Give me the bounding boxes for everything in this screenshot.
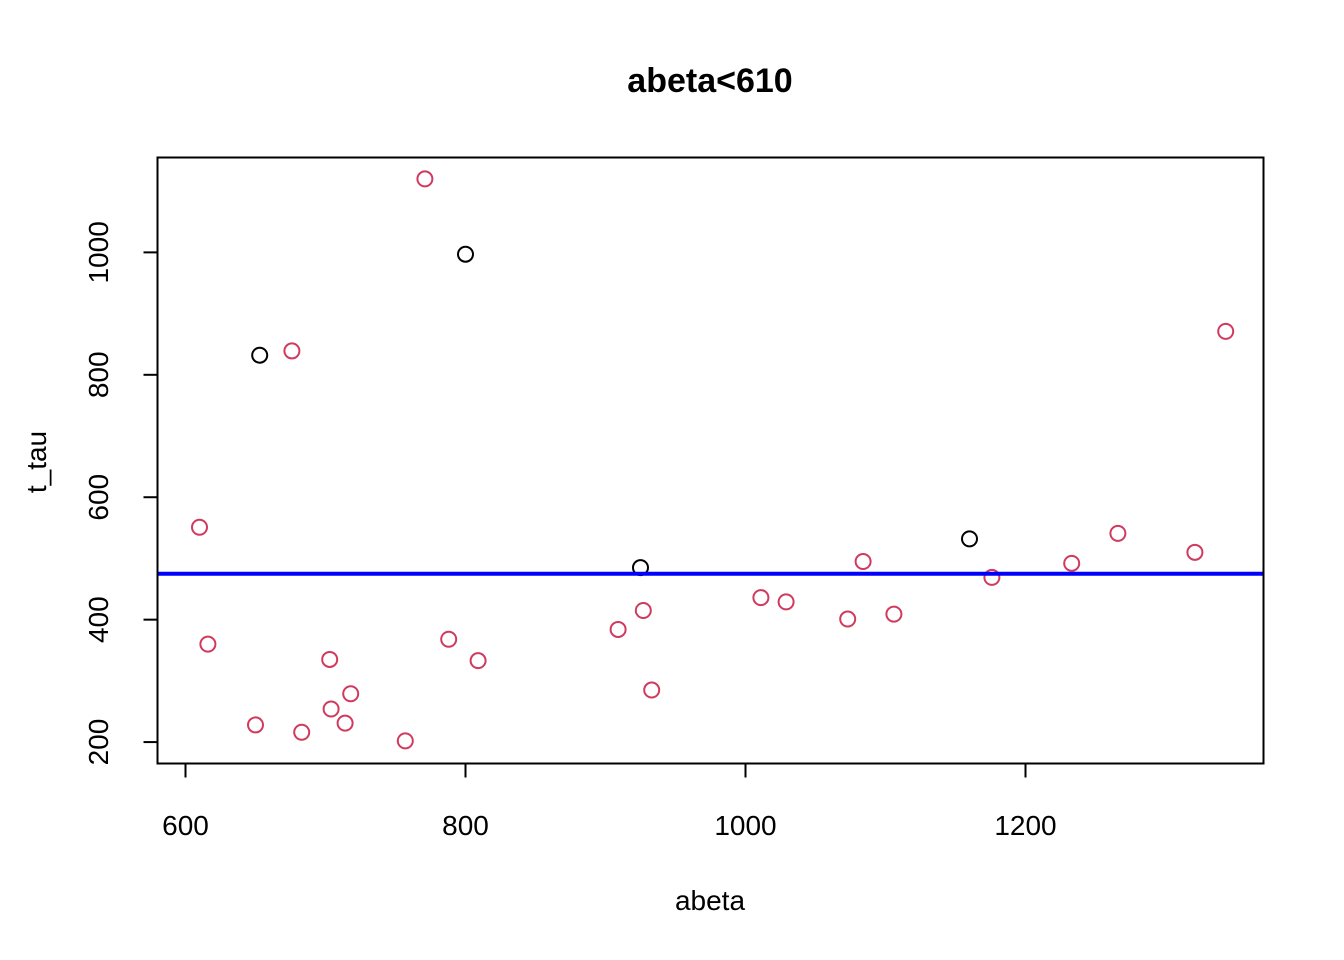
y-tick-label: 400 bbox=[83, 596, 114, 643]
data-point bbox=[457, 245, 474, 263]
data-point bbox=[199, 635, 217, 653]
y-tick-label: 600 bbox=[83, 474, 114, 521]
data-point bbox=[283, 342, 301, 360]
x-tick-label: 1000 bbox=[714, 810, 776, 841]
data-point bbox=[336, 714, 354, 732]
data-point bbox=[854, 553, 872, 570]
data-point bbox=[247, 716, 264, 734]
data-point bbox=[961, 530, 978, 548]
plot-area bbox=[157, 170, 1264, 750]
data-point bbox=[1186, 543, 1204, 561]
data-point bbox=[251, 346, 269, 364]
data-point bbox=[643, 681, 661, 699]
data-point bbox=[321, 650, 339, 668]
data-point bbox=[322, 700, 340, 718]
data-point bbox=[634, 601, 652, 619]
data-point bbox=[1109, 524, 1127, 542]
data-point bbox=[983, 568, 1001, 586]
x-axis: 600 800 1000 1200 bbox=[162, 762, 1057, 841]
x-tick-label: 1200 bbox=[994, 810, 1056, 841]
x-tick-label: 800 bbox=[442, 810, 489, 841]
x-axis-label: abeta bbox=[675, 885, 745, 916]
y-axis: 200 400 600 800 1000 bbox=[83, 221, 159, 766]
data-point bbox=[469, 652, 487, 670]
data-point bbox=[342, 685, 360, 703]
data-point bbox=[777, 593, 795, 611]
y-tick-label: 1000 bbox=[83, 221, 114, 283]
data-point bbox=[1063, 554, 1081, 572]
data-point bbox=[416, 170, 434, 188]
data-point bbox=[609, 620, 627, 638]
data-point bbox=[293, 723, 311, 741]
data-point bbox=[1217, 322, 1235, 340]
chart-title: abeta<610 bbox=[627, 62, 792, 100]
data-point bbox=[396, 732, 414, 750]
data-point bbox=[191, 518, 208, 536]
data-point bbox=[839, 610, 857, 628]
x-tick-label: 600 bbox=[162, 810, 209, 841]
y-tick-label: 200 bbox=[83, 719, 114, 766]
y-axis-label: t_tau bbox=[21, 431, 52, 493]
data-point bbox=[885, 605, 903, 623]
data-point bbox=[440, 630, 458, 648]
data-point bbox=[752, 589, 770, 607]
plot-frame bbox=[156, 156, 1265, 765]
y-tick-label: 800 bbox=[83, 351, 114, 398]
